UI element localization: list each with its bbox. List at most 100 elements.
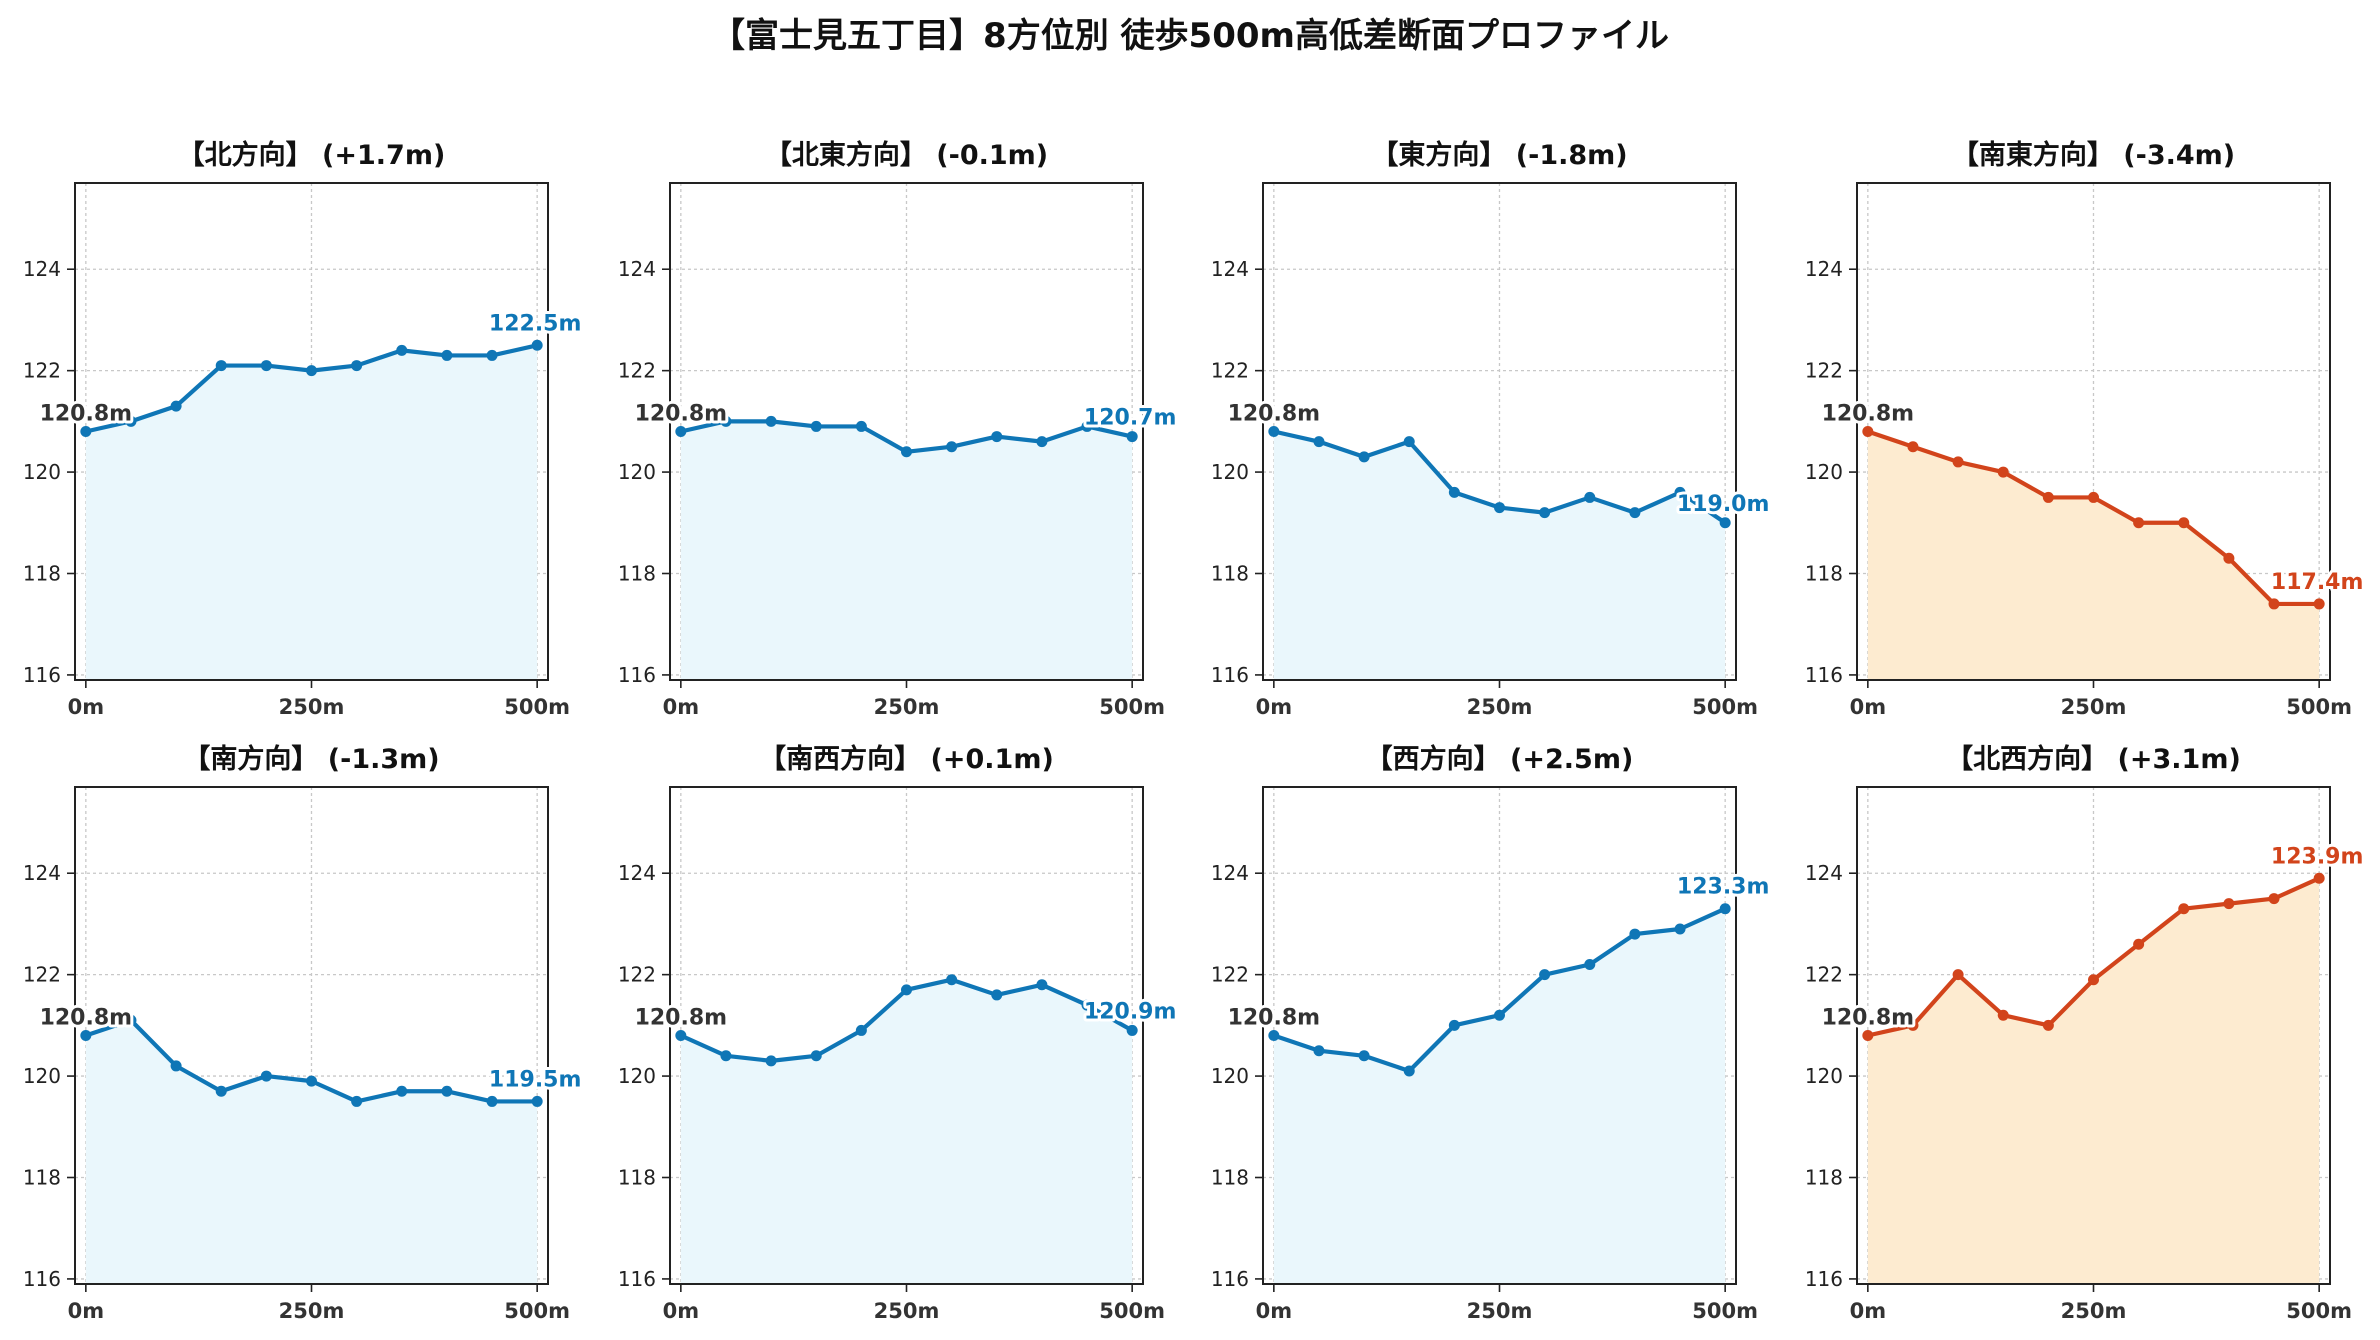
chart-3-ytick-label-0: 116 xyxy=(1805,663,1843,687)
chart-6-point-5 xyxy=(1494,1009,1505,1021)
chart-2-ytick-label-0: 116 xyxy=(1211,663,1249,687)
chart-3-point-6 xyxy=(2133,517,2145,529)
chart-3-title: 【南東方向】 (-3.4m) xyxy=(1952,139,2235,171)
chart-6-point-0 xyxy=(1268,1030,1280,1041)
chart-4-start-label: 120.8m xyxy=(40,1006,133,1031)
chart-6-ytick-label-1: 118 xyxy=(1211,1166,1249,1190)
figure-title: 【富士見五丁目】8方位別 徒歩500m高低差断面プロファイル xyxy=(711,16,1669,56)
chart-4-area xyxy=(85,1020,538,1284)
chart-0-start-label: 120.8m xyxy=(40,402,133,427)
chart-5-point-10 xyxy=(1126,1024,1138,1036)
chart-1-point-5 xyxy=(901,446,912,458)
chart-5-point-5 xyxy=(901,984,912,996)
chart-6-point-6 xyxy=(1539,969,1551,981)
chart-3-point-1 xyxy=(1907,441,1919,453)
chart-3-group: 【南東方向】 (-3.4m) 116 118 120 122 124 0m 250m 500m 1… xyxy=(1805,139,2367,719)
chart-1-start-label: 120.8m xyxy=(635,402,728,427)
chart-5-xtick-label-2: 500m xyxy=(1099,1299,1165,1323)
chart-6-ytick-label-4: 124 xyxy=(1211,861,1249,885)
chart-1-ytick-label-4: 124 xyxy=(618,257,656,281)
chart-7-point-10 xyxy=(2313,872,2325,884)
chart-3-xtick-label-1: 250m xyxy=(2061,695,2127,719)
chart-7-point-3 xyxy=(1997,1009,2009,1021)
chart-1-area xyxy=(680,421,1133,680)
chart-4-xtick-label-1: 250m xyxy=(279,1299,345,1323)
chart-6-xtick-label-2: 500m xyxy=(1692,1299,1758,1323)
chart-3-point-0 xyxy=(1862,426,1874,437)
chart-2-ytick-label-2: 120 xyxy=(1211,460,1249,484)
chart-0-point-3 xyxy=(215,360,227,372)
chart-1-ytick-label-2: 120 xyxy=(618,460,656,484)
chart-0-ytick-label-0: 116 xyxy=(23,663,61,687)
chart-4-point-9 xyxy=(486,1095,498,1107)
chart-0-point-8 xyxy=(441,349,453,361)
chart-6-point-9 xyxy=(1674,923,1686,935)
chart-7-xtick-label-0: 0m xyxy=(1850,1299,1887,1323)
chart-2-point-0 xyxy=(1268,426,1280,437)
chart-6-xtick-label-0: 0m xyxy=(1256,1299,1293,1323)
chart-6-title: 【西方向】 (+2.5m) xyxy=(1366,743,1634,775)
chart-7-ytick-label-2: 120 xyxy=(1805,1064,1843,1088)
chart-6-group: 【西方向】 (+2.5m) 116 118 120 122 124 0m 250m 500m 12… xyxy=(1211,743,1773,1323)
chart-3-point-9 xyxy=(2268,598,2280,610)
chart-1-point-2 xyxy=(765,415,777,427)
chart-0-title: 【北方向】 (+1.7m) xyxy=(178,139,446,171)
chart-5-point-7 xyxy=(991,989,1003,1001)
chart-0-point-7 xyxy=(396,344,408,356)
chart-2-ytick-label-3: 122 xyxy=(1211,359,1249,383)
chart-7-point-6 xyxy=(2133,938,2145,950)
chart-5-point-0 xyxy=(675,1030,687,1041)
chart-7-title: 【北西方向】 (+3.1m) xyxy=(1946,743,2241,775)
chart-0-point-4 xyxy=(260,360,272,372)
chart-7-ytick-label-3: 122 xyxy=(1805,963,1843,987)
chart-1-point-10 xyxy=(1126,431,1138,443)
chart-2-start-label: 120.8m xyxy=(1228,402,1321,427)
chart-4-ytick-label-4: 124 xyxy=(23,861,61,885)
chart-1-title: 【北東方向】 (-0.1m) xyxy=(765,139,1048,171)
chart-6-end-label: 123.3m xyxy=(1677,875,1770,900)
chart-6-point-2 xyxy=(1358,1050,1370,1062)
chart-6-xtick-label-1: 250m xyxy=(1467,1299,1533,1323)
chart-3-point-3 xyxy=(1997,466,2009,478)
chart-2-xtick-label-2: 500m xyxy=(1692,695,1758,719)
chart-5-point-6 xyxy=(946,974,958,986)
chart-6-point-3 xyxy=(1403,1065,1415,1077)
chart-4-xtick-label-0: 0m xyxy=(68,1299,105,1323)
chart-4-point-8 xyxy=(441,1085,453,1097)
chart-1-xtick-label-1: 250m xyxy=(874,695,940,719)
chart-7-point-4 xyxy=(2042,1019,2054,1031)
chart-2-point-5 xyxy=(1494,502,1505,514)
chart-0-point-2 xyxy=(170,400,182,412)
chart-1-end-label: 120.7m xyxy=(1084,406,1177,431)
chart-5-ytick-label-4: 124 xyxy=(618,861,656,885)
chart-6-area xyxy=(1273,908,1726,1284)
chart-0-group: 【北方向】 (+1.7m) 116 118 120 122 124 0m 250m 500m 12… xyxy=(23,139,585,719)
chart-3-point-7 xyxy=(2178,517,2190,529)
chart-0-ytick-label-1: 118 xyxy=(23,562,61,586)
chart-2-point-9 xyxy=(1674,486,1686,498)
chart-6-point-10 xyxy=(1719,903,1731,915)
chart-5-start-label: 120.8m xyxy=(635,1006,728,1031)
chart-3-ytick-label-2: 120 xyxy=(1805,460,1843,484)
chart-0-area xyxy=(85,345,538,680)
chart-7-start-label: 120.8m xyxy=(1822,1006,1915,1031)
chart-7-point-7 xyxy=(2178,903,2190,915)
chart-4-point-2 xyxy=(170,1060,182,1072)
chart-1-point-3 xyxy=(810,420,822,432)
chart-1-ytick-label-0: 116 xyxy=(618,663,656,687)
chart-4-point-10 xyxy=(531,1095,543,1107)
chart-7-group: 【北西方向】 (+3.1m) 116 118 120 122 124 0m 250m 500m 1… xyxy=(1805,743,2367,1323)
chart-7-point-5 xyxy=(2088,974,2099,986)
chart-0-xtick-label-0: 0m xyxy=(68,695,105,719)
chart-4-point-3 xyxy=(215,1085,227,1097)
chart-5-point-4 xyxy=(855,1024,867,1036)
chart-5-ytick-label-2: 120 xyxy=(618,1064,656,1088)
chart-2-point-4 xyxy=(1448,486,1460,498)
chart-7-point-0 xyxy=(1862,1030,1874,1041)
chart-7-end-label: 123.9m xyxy=(2271,844,2364,869)
chart-5-xtick-label-1: 250m xyxy=(874,1299,940,1323)
chart-5-end-label: 120.9m xyxy=(1084,999,1177,1024)
chart-3-xtick-label-2: 500m xyxy=(2286,695,2352,719)
chart-3-point-4 xyxy=(2042,491,2054,503)
